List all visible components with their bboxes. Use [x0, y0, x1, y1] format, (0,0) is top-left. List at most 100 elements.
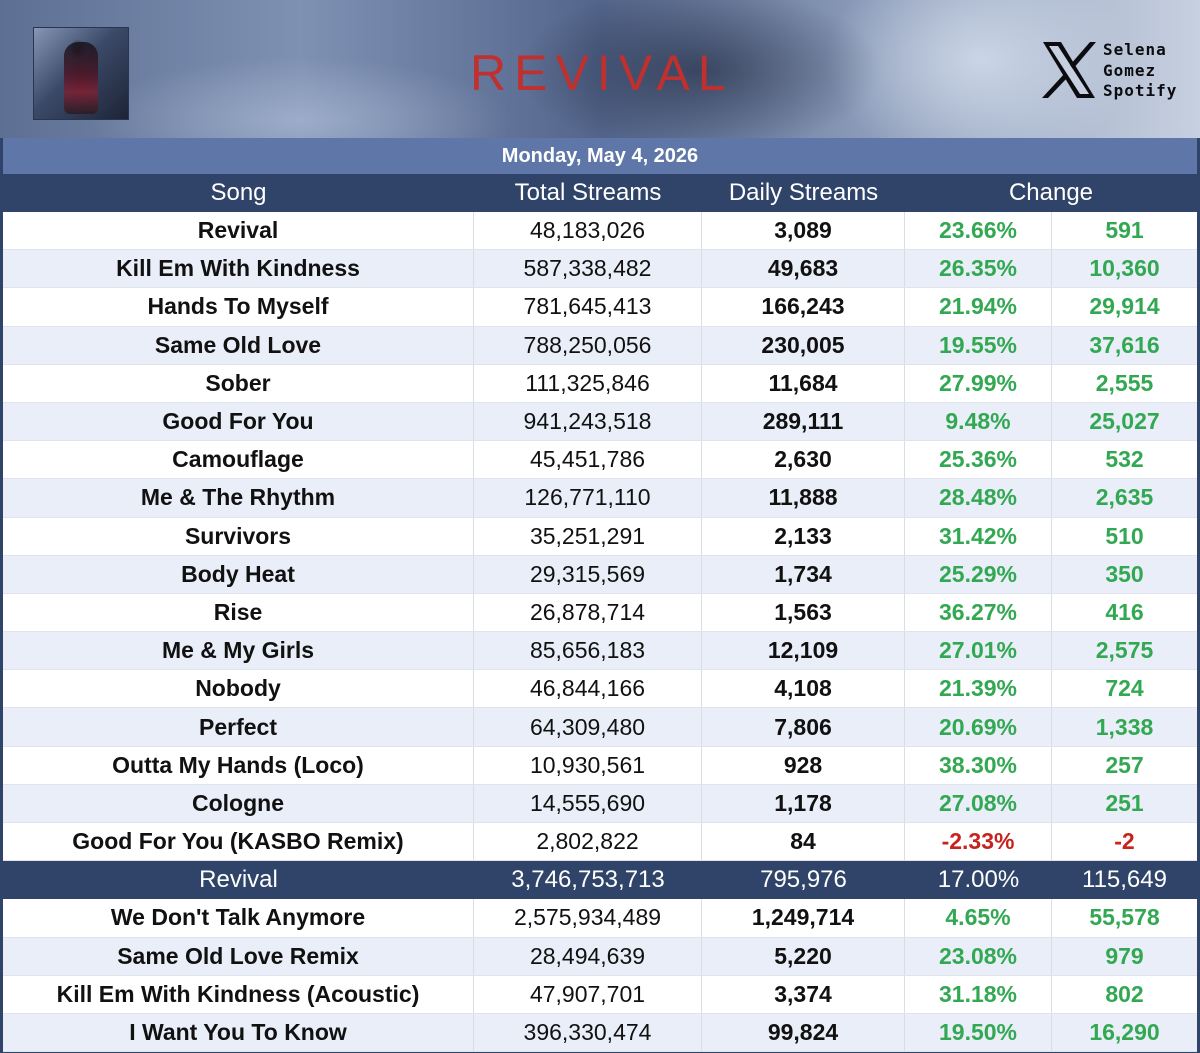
column-header-song: Song	[210, 179, 267, 206]
table-row: Revival 48,183,026 3,089 23.66% 591	[3, 212, 1197, 251]
table-row: Survivors 35,251,291 2,133 31.42% 510	[3, 517, 1197, 556]
daily-streams: 928	[702, 746, 905, 784]
song-rows: Revival 48,183,026 3,089 23.66% 591 Kill Em W…	[3, 212, 1197, 862]
total-streams: 3,746,753,713	[511, 866, 665, 894]
change-amount: 2,555	[1095, 369, 1154, 396]
change-amount: 251	[1105, 789, 1144, 816]
song-name: Nobody	[3, 670, 474, 708]
total-streams: 47,907,701	[474, 975, 702, 1013]
total-streams: 941,243,518	[474, 402, 702, 441]
change-percent: 27.01%	[905, 632, 1052, 670]
change-percent: 19.50%	[905, 1013, 1052, 1052]
total-streams: 28,494,639	[474, 937, 702, 975]
daily-streams: 49,683	[702, 250, 905, 288]
column-header-total-streams: Total Streams	[514, 179, 662, 206]
table-row: Same Old Love 788,250,056 230,005 19.55% 37,…	[3, 326, 1197, 365]
daily-streams: 289,111	[702, 402, 905, 441]
total-streams: 2,575,934,489	[474, 899, 702, 937]
daily-streams: 99,824	[702, 1013, 905, 1052]
column-header-change: Change	[1008, 179, 1094, 206]
table-row: Rise 26,878,714 1,563 36.27% 416	[3, 593, 1197, 633]
change-percent: 26.35%	[905, 250, 1052, 288]
brand-line: Spotify	[1103, 81, 1178, 100]
change-amount: 55,578	[1089, 904, 1160, 931]
song-name: Same Old Love	[3, 326, 474, 364]
song-name: Perfect	[3, 708, 474, 746]
change-percent: 28.48%	[905, 479, 1052, 517]
change-percent: 38.30%	[905, 746, 1052, 784]
change-amount: 510	[1105, 522, 1144, 549]
table-row: Sober 111,325,846 11,684 27.99% 2,555	[3, 364, 1197, 403]
change-percent: 23.08%	[905, 937, 1052, 975]
total-streams: 781,645,413	[474, 288, 702, 326]
cover-figure	[64, 42, 98, 114]
table-row: Kill Em With Kindness 587,338,482 49,683 26…	[3, 250, 1197, 289]
change-percent: 20.69%	[905, 708, 1052, 746]
change-percent: 19.55%	[905, 326, 1052, 364]
daily-streams: 230,005	[702, 326, 905, 364]
table-row: Hands To Myself 781,645,413 166,243 21.94% 2…	[3, 288, 1197, 327]
song-name: Survivors	[3, 517, 474, 555]
change-percent: 4.65%	[905, 899, 1052, 937]
daily-streams: 7,806	[702, 708, 905, 746]
brand-label: Selena Gomez Spotify	[1103, 40, 1193, 102]
change-amount: 37,616	[1089, 331, 1160, 358]
total-streams: 10,930,561	[474, 746, 702, 784]
extra-song-rows: We Don't Talk Anymore 2,575,934,489 1,249,…	[3, 899, 1197, 1053]
song-name: Kill Em With Kindness	[3, 250, 474, 288]
table-row: Body Heat 29,315,569 1,734 25.29% 350	[3, 555, 1197, 594]
change-amount: 16,290	[1089, 1019, 1160, 1046]
total-streams: 26,878,714	[474, 593, 702, 632]
change-amount: 724	[1105, 675, 1144, 702]
change-amount: 979	[1105, 942, 1144, 969]
table-row: Outta My Hands (Loco) 10,930,561 928 38.30%…	[3, 746, 1197, 785]
daily-streams: 166,243	[702, 288, 905, 326]
daily-streams: 1,178	[702, 784, 905, 822]
change-percent: 21.39%	[905, 670, 1052, 708]
total-streams: 46,844,166	[474, 670, 702, 708]
total-streams: 14,555,690	[474, 784, 702, 822]
song-name: Outta My Hands (Loco)	[3, 746, 474, 784]
total-streams: 29,315,569	[474, 555, 702, 593]
song-name: Same Old Love Remix	[3, 937, 474, 975]
daily-streams: 11,684	[702, 364, 905, 402]
daily-streams: 3,089	[702, 212, 905, 250]
change-amount: 25,027	[1089, 408, 1160, 435]
change-amount: 257	[1105, 751, 1144, 778]
change-amount: 2,575	[1095, 637, 1154, 664]
daily-streams: 84	[702, 823, 905, 861]
change-amount: 10,360	[1089, 255, 1160, 282]
song-name: I Want You To Know	[3, 1013, 474, 1052]
table-row: Good For You (KASBO Remix) 2,802,822 84 -2.…	[3, 823, 1197, 862]
table-row: Camouflage 45,451,786 2,630 25.36% 532	[3, 441, 1197, 480]
brand-line: Gomez	[1103, 60, 1157, 80]
change-percent: 36.27%	[905, 593, 1052, 632]
change-amount: 2,635	[1095, 484, 1154, 511]
change-percent: 31.42%	[905, 517, 1052, 555]
change-amount: -2	[1114, 828, 1135, 855]
total-streams: 35,251,291	[474, 517, 702, 555]
song-name: Body Heat	[3, 555, 474, 593]
table-row: Cologne 14,555,690 1,178 27.08% 251	[3, 784, 1197, 823]
song-name: Me & My Girls	[3, 632, 474, 670]
change-percent: 25.36%	[905, 441, 1052, 479]
change-percent: 9.48%	[905, 402, 1052, 441]
change-amount: 350	[1105, 560, 1144, 587]
change-amount: 1,338	[1095, 713, 1154, 740]
change-amount: 29,914	[1089, 293, 1160, 320]
column-header-daily-streams: Daily Streams	[728, 179, 879, 206]
song-name: Revival	[3, 212, 474, 250]
change-percent: 23.66%	[905, 212, 1052, 250]
total-streams: 64,309,480	[474, 708, 702, 746]
daily-streams: 1,734	[702, 555, 905, 593]
song-name: Me & The Rhythm	[3, 479, 474, 517]
daily-streams: 12,109	[702, 632, 905, 670]
table-row: I Want You To Know 396,330,474 99,824 19.50…	[3, 1013, 1197, 1053]
daily-streams: 5,220	[702, 937, 905, 975]
table-row: Me & The Rhythm 126,771,110 11,888 28.48% 2,…	[3, 479, 1197, 518]
song-name: Cologne	[3, 784, 474, 822]
album-total-row: Revival 3,746,753,713 795,976 17.00% 115…	[3, 861, 1197, 900]
daily-streams: 4,108	[702, 670, 905, 708]
song-name: Good For You	[3, 402, 474, 441]
